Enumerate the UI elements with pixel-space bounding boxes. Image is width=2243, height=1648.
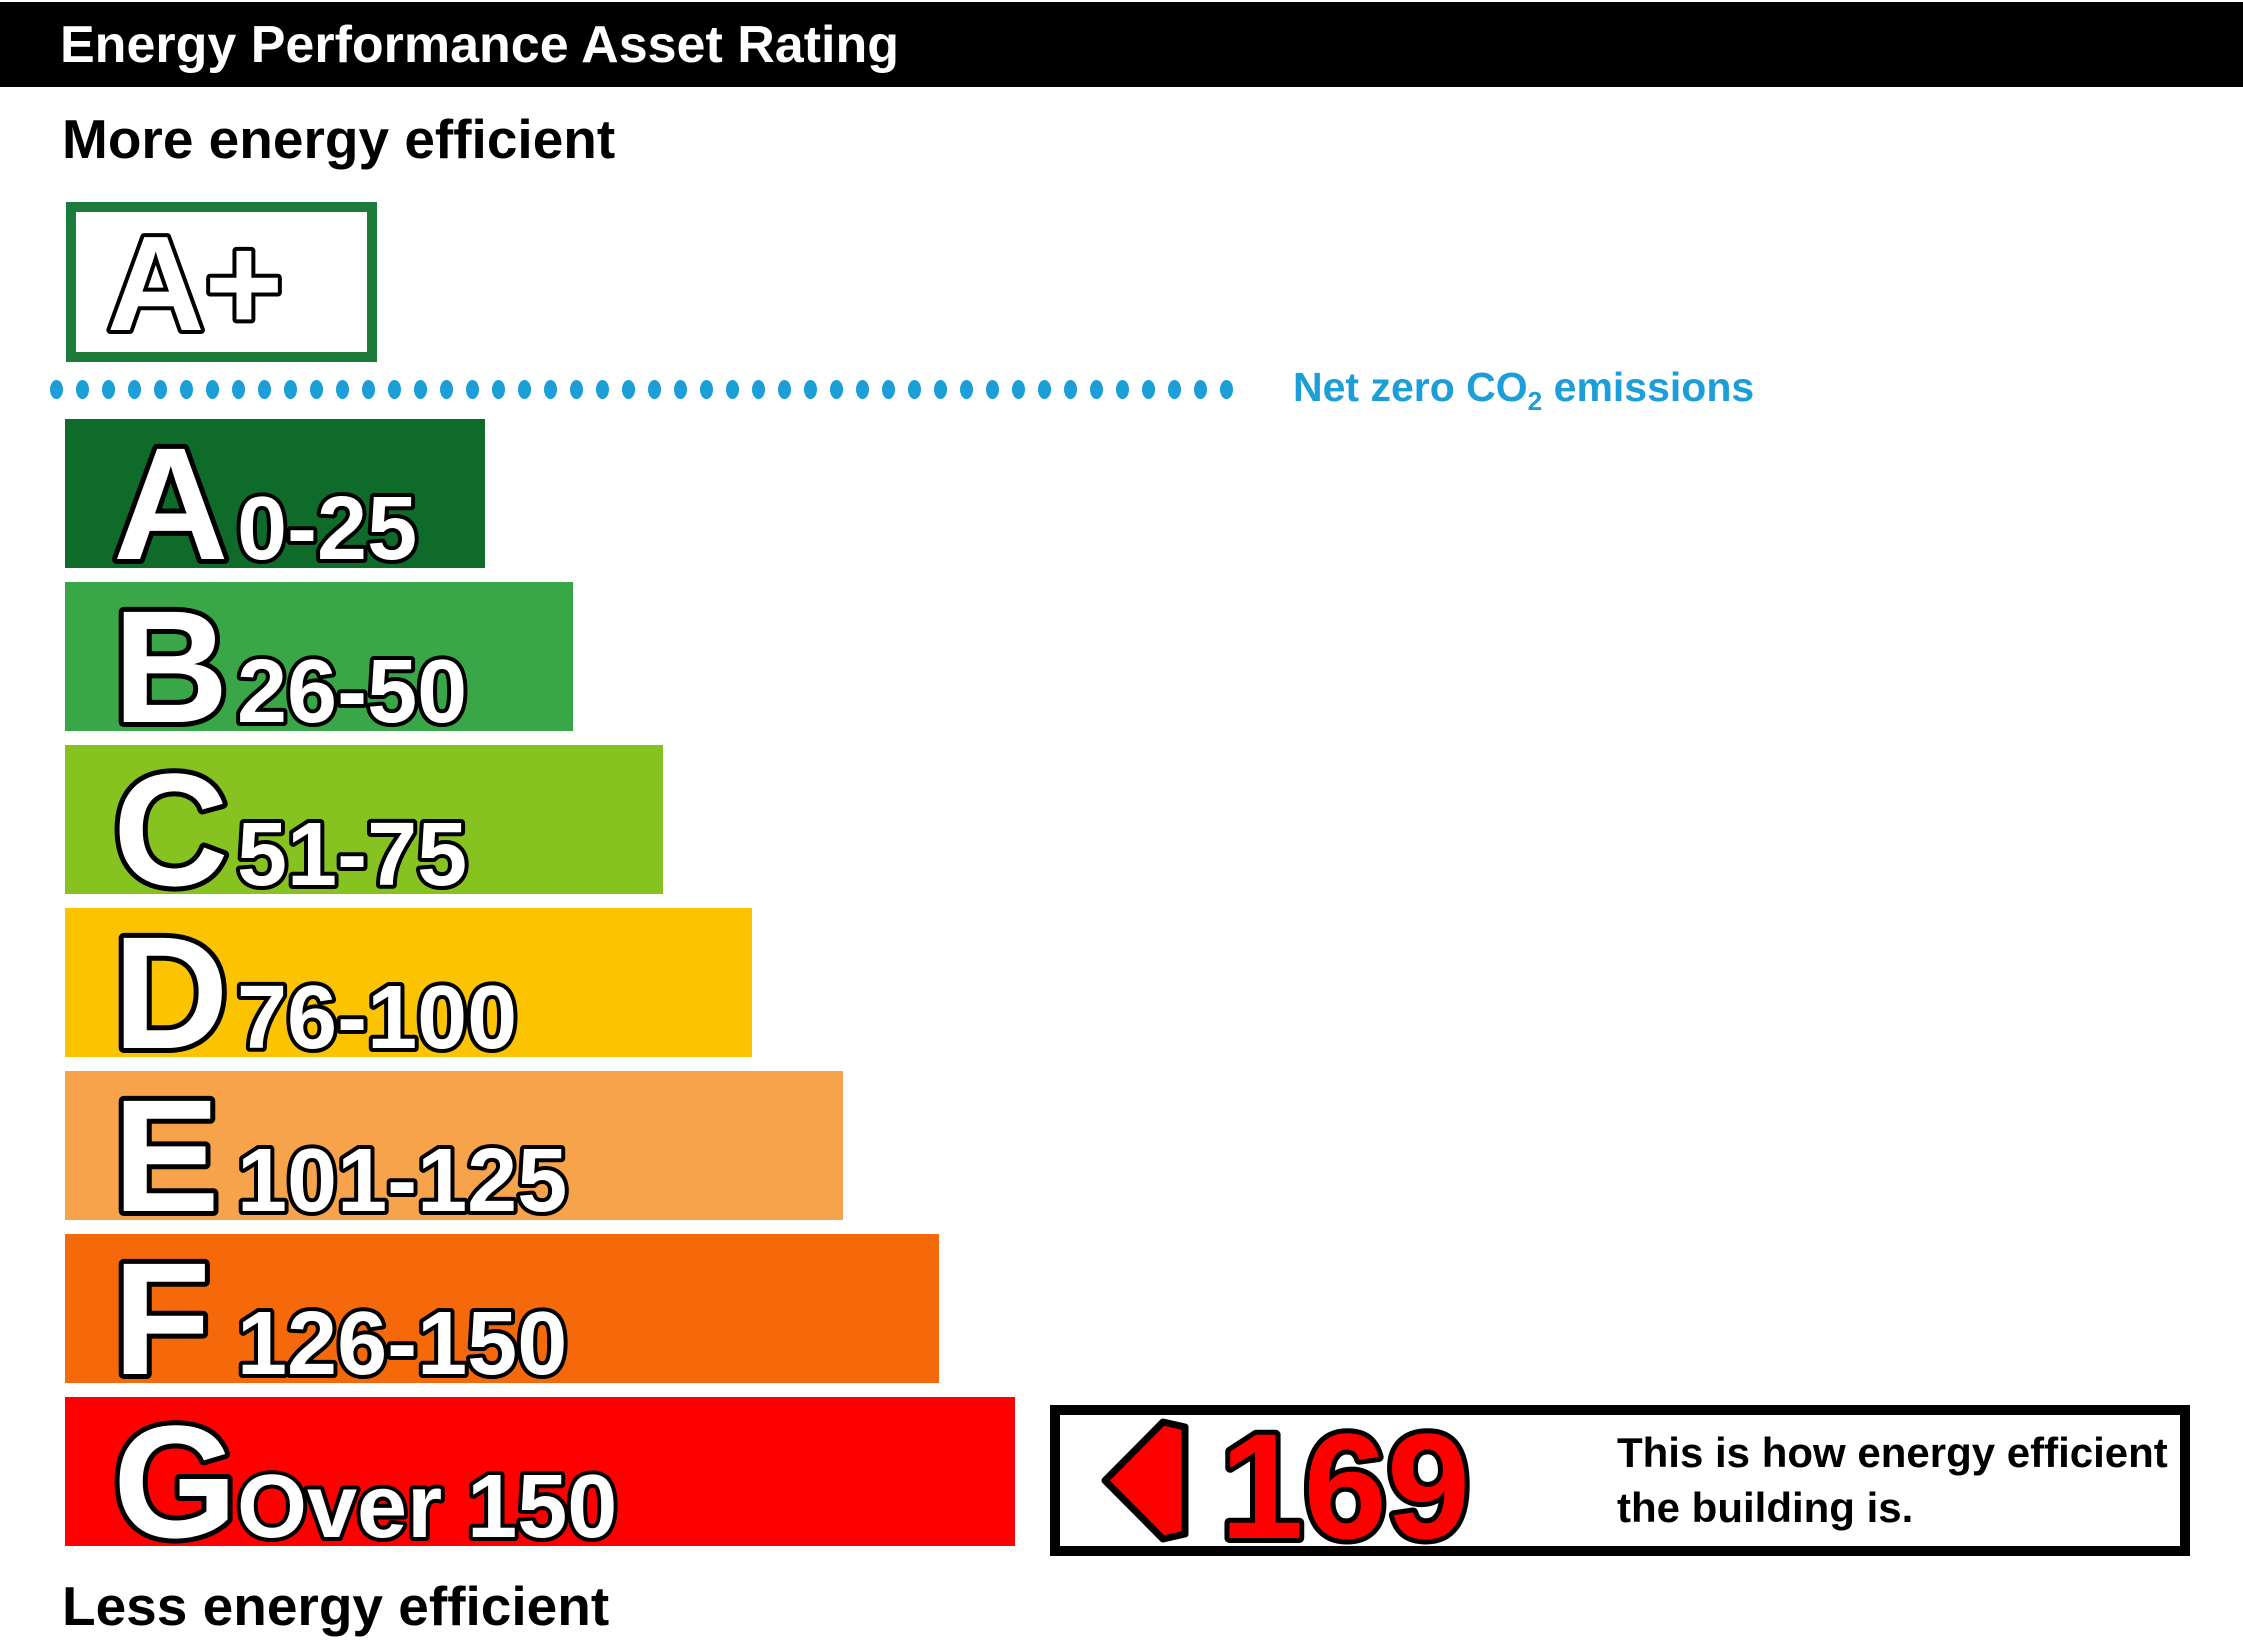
left-arrow-icon [1101, 1418, 1189, 1543]
band-g: G Over 150 [65, 1387, 1015, 1576]
band-letter: A [113, 414, 229, 593]
netzero-dot [804, 380, 817, 399]
band-letter: E [113, 1066, 220, 1245]
netzero-dot [648, 380, 661, 399]
netzero-dot [960, 380, 973, 399]
band-c-graphic: C 51-75 [108, 735, 471, 924]
netzero-label: Net zero CO2 emissions [1293, 364, 1755, 415]
netzero-dot [362, 380, 375, 399]
netzero-dot [830, 380, 843, 399]
current-rating-indicator: 169 This is how energy efficient the bui… [1050, 1397, 2190, 1575]
band-a: A 0-25 [65, 409, 485, 598]
netzero-dot [310, 380, 323, 399]
netzero-dot [622, 380, 635, 399]
band-letter: D [113, 903, 229, 1082]
netzero-dot [1038, 380, 1051, 399]
netzero-dot [414, 380, 427, 399]
rating-value-graphic: 169 [1215, 1397, 1475, 1575]
netzero-dot [1168, 380, 1181, 399]
netzero-dot [882, 380, 895, 399]
netzero-dot [128, 380, 141, 399]
band-range: 26-50 [237, 642, 467, 742]
band-b: B 26-50 [65, 572, 573, 761]
netzero-dot [492, 380, 505, 399]
page-title: Energy Performance Asset Rating [60, 15, 900, 74]
netzero-dot [102, 380, 115, 399]
rating-description: This is how energy efficient the buildin… [1617, 1415, 2168, 1546]
band-e-graphic: E 101-125 [108, 1061, 571, 1250]
netzero-dot [674, 380, 687, 399]
rating-bands: A 0-25 B 26-50 C 51-75 D 76-100 E [65, 409, 1015, 1576]
aplus-letter-graphic: A+ [103, 204, 287, 363]
netzero-dot [50, 380, 63, 399]
netzero-dot [778, 380, 791, 399]
rating-description-line2: the building is. [1617, 1483, 1914, 1531]
band-range: Over 150 [237, 1457, 617, 1557]
netzero-dotted-line [50, 380, 1233, 399]
band-d: D 76-100 [65, 898, 752, 1087]
aplus-band: A+ [66, 202, 377, 363]
netzero-dot [76, 380, 89, 399]
aplus-letter: A+ [107, 208, 283, 359]
rating-description-line1: This is how energy efficient [1617, 1428, 2168, 1476]
netzero-dot [726, 380, 739, 399]
band-g-graphic: G Over 150 [108, 1387, 621, 1576]
band-f: F 126-150 [65, 1224, 939, 1413]
less-efficient-label: Less energy efficient [62, 1575, 610, 1637]
band-range: 101-125 [237, 1131, 567, 1231]
netzero-dot [518, 380, 531, 399]
band-d-graphic: D 76-100 [108, 898, 521, 1087]
netzero-dot [908, 380, 921, 399]
band-letter: B [113, 577, 229, 756]
netzero-label-suffix: emissions [1542, 364, 1755, 410]
netzero-dot [752, 380, 765, 399]
netzero-dot [1142, 380, 1155, 399]
netzero-dot [440, 380, 453, 399]
netzero-dot [544, 380, 557, 399]
netzero-dot [570, 380, 583, 399]
band-letter: G [113, 1392, 237, 1571]
netzero-dot [1012, 380, 1025, 399]
netzero-dot [1116, 380, 1129, 399]
netzero-dot [232, 380, 245, 399]
band-b-graphic: B 26-50 [108, 572, 471, 761]
band-letter: C [113, 740, 229, 919]
netzero-dot [596, 380, 609, 399]
header-bar: Energy Performance Asset Rating [0, 2, 2243, 87]
netzero-dot [258, 380, 271, 399]
netzero-dot [388, 380, 401, 399]
netzero-dot [700, 380, 713, 399]
netzero-dot [1194, 380, 1207, 399]
rating-value: 169 [1220, 1402, 1470, 1570]
band-e: E 101-125 [65, 1061, 843, 1250]
band-range: 126-150 [237, 1294, 567, 1394]
netzero-dot [466, 380, 479, 399]
netzero-dot [1090, 380, 1103, 399]
netzero-dot [154, 380, 167, 399]
netzero-dot [1064, 380, 1077, 399]
band-range: 0-25 [237, 479, 417, 579]
band-range: 51-75 [237, 805, 467, 905]
more-efficient-label: More energy efficient [62, 108, 616, 170]
netzero-dot [206, 380, 219, 399]
netzero-dot [856, 380, 869, 399]
netzero-dot [180, 380, 193, 399]
band-c: C 51-75 [65, 735, 663, 924]
band-range: 76-100 [237, 968, 517, 1068]
band-letter: F [113, 1229, 211, 1408]
netzero-label-subscript: 2 [1527, 386, 1543, 417]
netzero-dot [336, 380, 349, 399]
netzero-dot [934, 380, 947, 399]
netzero-dot [986, 380, 999, 399]
band-f-graphic: F 126-150 [108, 1224, 571, 1413]
netzero-dot [1220, 380, 1233, 399]
netzero-label-prefix: Net zero CO [1293, 364, 1528, 410]
netzero-dot [284, 380, 297, 399]
band-a-graphic: A 0-25 [108, 409, 421, 598]
